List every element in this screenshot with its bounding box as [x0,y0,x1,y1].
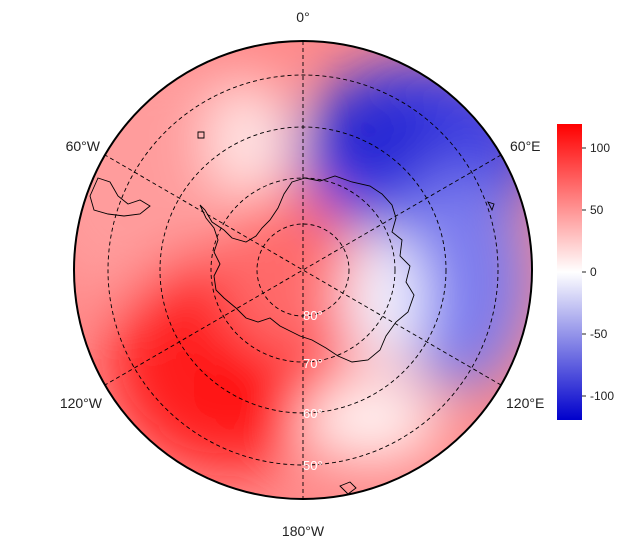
coastlines [89,131,495,495]
latitude-circle-50 [107,74,499,466]
map-boundary [73,40,533,500]
lat-label-50: 50° [303,458,323,473]
latitude-circle-70 [210,177,396,363]
colorbar-tick-100: 100 [590,141,610,155]
lat-label-80: 80° [303,308,323,323]
lon-label-120w: 120°W [60,395,103,411]
south-america-tip [89,177,151,217]
lat-label-60: 60° [303,406,323,421]
meridian-120e-60w [104,154,502,386]
colorbar-tick-neg100: -100 [590,389,614,403]
colorbar-ticks [582,147,586,397]
lon-label-120e: 120°E [506,395,544,411]
antarctica-coastline [199,175,415,363]
lat-label-70: 70° [303,356,323,371]
colorbar-gradient [557,124,582,420]
meridian-60e-120w [104,154,502,386]
lon-label-60e: 60°E [510,138,541,154]
colorbar-tick-0: 0 [590,265,597,279]
island-1 [339,481,357,495]
island-2 [197,131,205,139]
lon-label-180w: 180°W [282,523,325,539]
colorbar-tick-50: 50 [590,203,604,217]
colorbar: 100 50 0 -50 -100 [557,124,614,420]
lon-label-0: 0° [296,9,309,25]
lon-label-60w: 60°W [66,138,101,154]
anomaly-field [74,41,532,499]
graticule [104,41,502,499]
island-3 [487,201,495,212]
colorbar-tick-neg50: -50 [590,327,608,341]
